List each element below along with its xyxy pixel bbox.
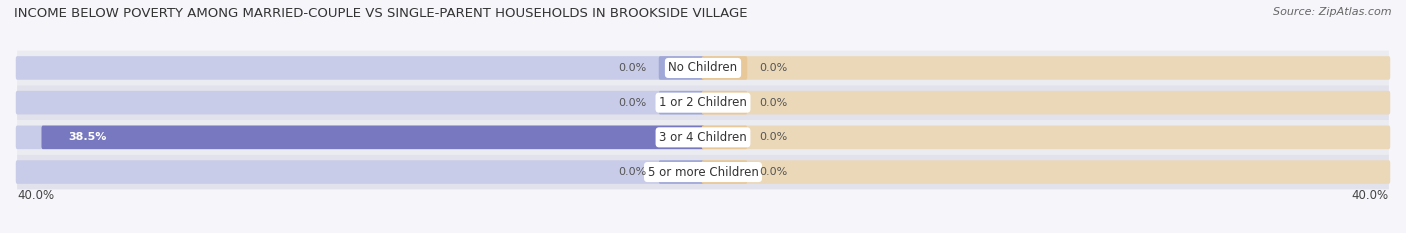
FancyBboxPatch shape [659, 56, 704, 80]
Text: 40.0%: 40.0% [17, 189, 55, 202]
FancyBboxPatch shape [17, 51, 1389, 85]
FancyBboxPatch shape [702, 56, 1391, 80]
Text: 0.0%: 0.0% [759, 63, 787, 73]
Text: 3 or 4 Children: 3 or 4 Children [659, 131, 747, 144]
Text: 0.0%: 0.0% [619, 63, 647, 73]
Text: 0.0%: 0.0% [759, 132, 787, 142]
FancyBboxPatch shape [659, 91, 704, 114]
FancyBboxPatch shape [17, 155, 1389, 189]
Text: 5 or more Children: 5 or more Children [648, 165, 758, 178]
FancyBboxPatch shape [702, 160, 747, 184]
FancyBboxPatch shape [702, 56, 747, 80]
FancyBboxPatch shape [15, 56, 704, 80]
Text: 0.0%: 0.0% [619, 167, 647, 177]
Text: Source: ZipAtlas.com: Source: ZipAtlas.com [1274, 7, 1392, 17]
FancyBboxPatch shape [702, 126, 1391, 149]
FancyBboxPatch shape [17, 120, 1389, 155]
FancyBboxPatch shape [702, 91, 747, 114]
FancyBboxPatch shape [15, 126, 704, 149]
FancyBboxPatch shape [702, 91, 1391, 114]
FancyBboxPatch shape [702, 126, 747, 149]
FancyBboxPatch shape [15, 160, 704, 184]
FancyBboxPatch shape [17, 85, 1389, 120]
Text: INCOME BELOW POVERTY AMONG MARRIED-COUPLE VS SINGLE-PARENT HOUSEHOLDS IN BROOKSI: INCOME BELOW POVERTY AMONG MARRIED-COUPL… [14, 7, 748, 20]
Text: 0.0%: 0.0% [759, 167, 787, 177]
Text: 0.0%: 0.0% [619, 98, 647, 108]
FancyBboxPatch shape [42, 126, 704, 149]
FancyBboxPatch shape [702, 160, 1391, 184]
FancyBboxPatch shape [15, 91, 704, 114]
Text: No Children: No Children [668, 62, 738, 75]
FancyBboxPatch shape [659, 160, 704, 184]
Text: 0.0%: 0.0% [759, 98, 787, 108]
Text: 40.0%: 40.0% [1351, 189, 1389, 202]
Text: 1 or 2 Children: 1 or 2 Children [659, 96, 747, 109]
Text: 38.5%: 38.5% [69, 132, 107, 142]
